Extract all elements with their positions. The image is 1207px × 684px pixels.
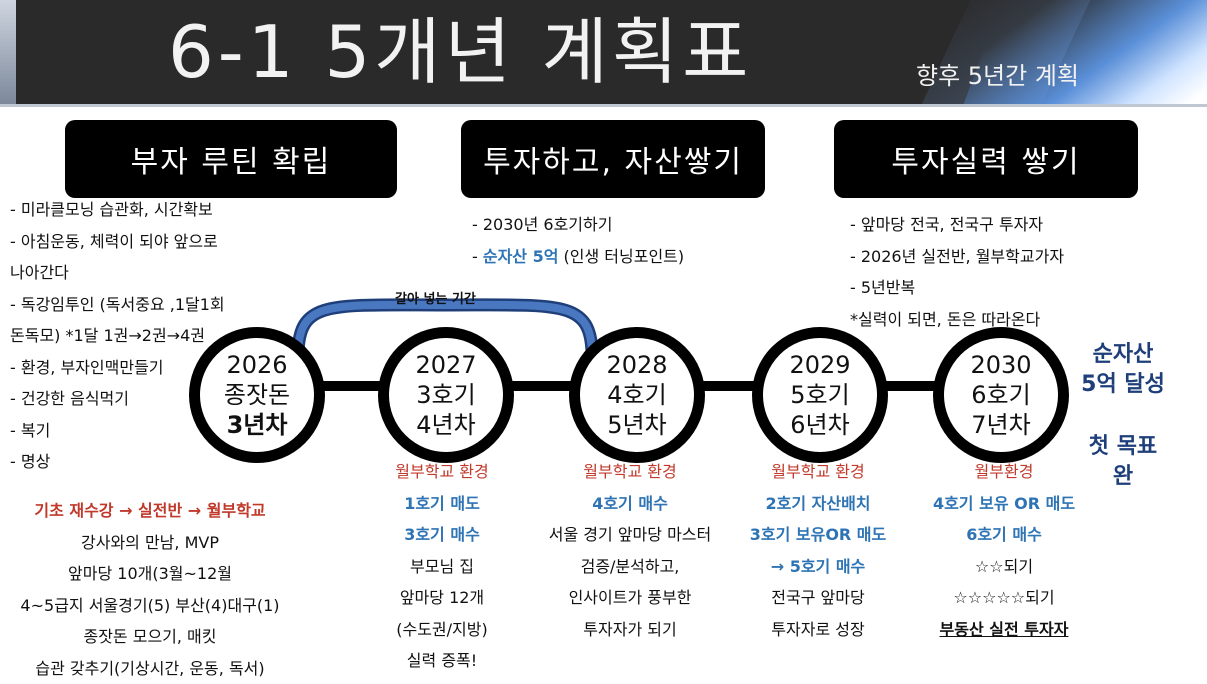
list-item: ☆☆되기 bbox=[904, 551, 1104, 583]
goal-label: 순자산 5억 달성 bbox=[1068, 340, 1178, 400]
plan-action: 3호기 매수 bbox=[342, 519, 542, 551]
node-line2: 4호기 bbox=[607, 380, 666, 410]
arc-label: 갈아 넣는 기간 bbox=[395, 288, 476, 307]
list-item: 투자자가 되기 bbox=[530, 614, 730, 646]
timeline-node-2027: 2027 3호기 4년차 bbox=[378, 327, 514, 463]
timeline-node-2026: 2026 종잣돈 3년차 bbox=[189, 327, 325, 463]
plan-env: 월부학교 환경 bbox=[342, 456, 542, 488]
list-item: 부모님 집 bbox=[342, 551, 542, 583]
timeline-node-2028: 2028 4호기 5년차 bbox=[569, 327, 705, 463]
timeline-node-2029: 2029 5호기 6년차 bbox=[752, 327, 888, 463]
node-line2: 6호기 bbox=[971, 380, 1030, 410]
plan-env: 월부학교 환경 bbox=[718, 456, 918, 488]
plan-2028: 월부학교 환경 4호기 매수 서울 경기 앞마당 마스터 검증/분석하고, 인사… bbox=[530, 456, 730, 645]
node-year: 2026 bbox=[226, 350, 287, 380]
list-item: ☆☆☆☆☆되기 bbox=[904, 582, 1104, 614]
node-line2: 5호기 bbox=[790, 380, 849, 410]
plan-action: 6호기 매수 bbox=[904, 519, 1104, 551]
node-line3: 5년차 bbox=[607, 410, 666, 440]
plan-env: 월부학교 환경 bbox=[530, 456, 730, 488]
list-item: 앞마당 12개 bbox=[342, 582, 542, 614]
goal-complete-label: 첫 목표 완 bbox=[1068, 432, 1178, 492]
plan-action: 1호기 매도 bbox=[342, 488, 542, 520]
node-line3: 6년차 bbox=[790, 410, 849, 440]
plan-action: 4호기 매수 bbox=[530, 488, 730, 520]
plan-action: 2호기 자산배치 bbox=[718, 488, 918, 520]
goal-line: 순자산 bbox=[1068, 340, 1178, 370]
list-item: 인사이트가 풍부한 bbox=[530, 582, 730, 614]
node-line2: 종잣돈 bbox=[224, 380, 290, 410]
list-item: 실력 증폭! bbox=[342, 645, 542, 677]
node-line2: 3호기 bbox=[416, 380, 475, 410]
list-item: 투자자로 성장 bbox=[718, 614, 918, 646]
plan-2029: 월부학교 환경 2호기 자산배치 3호기 보유OR 매도 → 5호기 매수 전국… bbox=[718, 456, 918, 645]
list-item: 서울 경기 앞마당 마스터 bbox=[530, 519, 730, 551]
goal-line: 완 bbox=[1068, 462, 1178, 492]
node-line3: 3년차 bbox=[227, 410, 288, 440]
node-year: 2029 bbox=[789, 350, 850, 380]
plan-action: → 5호기 매수 bbox=[718, 551, 918, 583]
goal-line: 5억 달성 bbox=[1068, 370, 1178, 400]
node-line3: 4년차 bbox=[416, 410, 475, 440]
plan-2027: 월부학교 환경 1호기 매도 3호기 매수 부모님 집 앞마당 12개 (수도권… bbox=[342, 456, 542, 677]
node-line3: 7년차 bbox=[971, 410, 1030, 440]
node-year: 2027 bbox=[415, 350, 476, 380]
node-year: 2030 bbox=[970, 350, 1031, 380]
list-item: (수도권/지방) bbox=[342, 614, 542, 646]
goal-line: 첫 목표 bbox=[1068, 432, 1178, 462]
list-item: 전국구 앞마당 bbox=[718, 582, 918, 614]
node-year: 2028 bbox=[606, 350, 667, 380]
plan-action: 4호기 보유 OR 매도 bbox=[904, 488, 1104, 520]
list-item: 검증/분석하고, bbox=[530, 551, 730, 583]
timeline-node-2030: 2030 6호기 7년차 bbox=[933, 327, 1069, 463]
plan-action: 3호기 보유OR 매도 bbox=[718, 519, 918, 551]
final-goal-text: 부동산 실전 투자자 bbox=[904, 614, 1104, 646]
